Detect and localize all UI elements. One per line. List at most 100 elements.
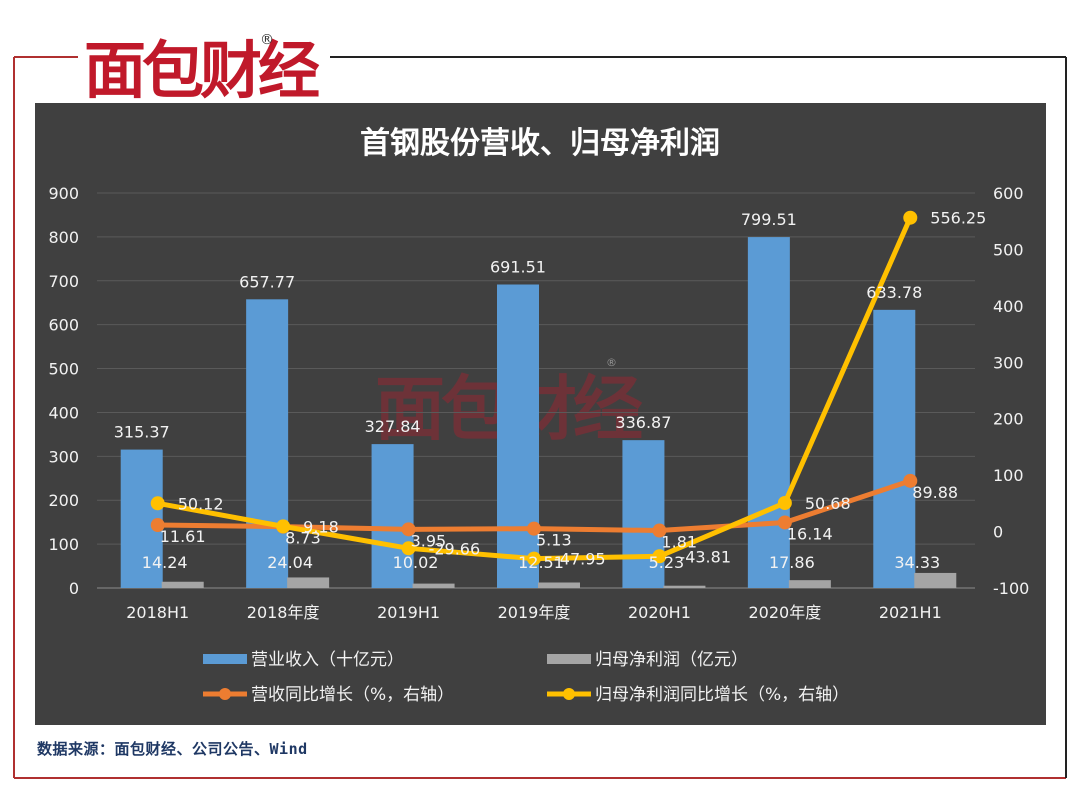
revenue-growth-label: 1.81 [661,533,697,552]
revenue-bar [497,284,539,588]
profit-growth-label: 50.68 [805,494,851,513]
profit-bar [538,582,580,588]
profit-growth-point [527,551,541,566]
revenue-growth-label: 11.61 [160,527,206,546]
revenue-bar [747,237,790,588]
profit-bar-label: 17.86 [769,553,815,572]
chart-title: 首钢股份营收、归母净利润 [360,126,720,161]
category-label: 2020H1 [628,603,691,622]
legend-swatch [547,654,591,664]
legend-label: 营业收入（十亿元） [251,650,404,670]
legend-label: 营收同比增长（%，右轴） [251,685,454,705]
registered-mark: ® [260,32,274,48]
chart-panel: 首钢股份营收、归母净利润 面包财经 ® 01002003004005006007… [35,103,1046,725]
legend-marker [563,688,575,700]
category-label: 2018H1 [126,603,189,622]
brand-logo-text: 面包财经 [84,34,320,102]
revenue-bar-label: 315.37 [114,423,170,442]
legend-marker [219,688,231,700]
profit-bar [663,585,706,588]
category-labels: 2018H1 2018年度 2019H1 2019年度 2020H1 2020年度 2021… [126,603,942,622]
profit-growth-label: -29.66 [429,539,481,558]
category-label: 2019年度 [498,603,571,622]
profit-growth-point [652,549,667,564]
left-axis-tick-label: 200 [48,491,79,510]
lines [150,210,918,566]
watermark-registered-mark: ® [606,356,617,369]
profit-bar [161,581,204,588]
profit-bar-label: 14.24 [142,553,188,572]
profit-growth-label: 556.25 [930,209,986,228]
left-axis-tick-label: 0 [69,579,79,598]
revenue-bar-label: 336.87 [615,413,671,432]
right-axis-tick-label: 200 [993,410,1024,429]
revenue-growth-point [150,518,165,533]
right-axis-tick-label: 100 [993,466,1024,485]
revenue-growth-point [401,522,416,537]
revenue-bar-label: 327.84 [365,417,421,436]
profit-growth-point [150,496,165,511]
revenue-bar-label: 657.77 [239,272,295,291]
left-axis-tick-label: 300 [48,447,79,466]
profit-bar [287,577,330,588]
profit-growth-point [777,495,792,510]
category-label: 2018年度 [247,603,320,622]
right-axis-tick-label: 500 [993,240,1024,259]
profit-growth-point [276,519,291,534]
profit-bar [914,572,957,588]
combo-chart: 首钢股份营收、归母净利润 面包财经 ® 01002003004005006007… [48,126,1029,705]
left-axis-tick-label: 800 [48,228,79,247]
profit-growth-label: -43.81 [679,547,731,566]
data-labels: 315.37 657.77 327.84 691.51 336.87 799.51 633.… [114,209,987,572]
profit-bar-label: 24.04 [267,553,313,572]
left-axis-tick-label: 600 [48,316,79,335]
right-axis-tick-label: 600 [993,184,1024,203]
revenue-bar [873,309,916,588]
profit-growth-label: 50.12 [178,494,224,513]
right-axis-tick-label: 400 [993,297,1024,316]
right-axis-tick-label: 0 [993,523,1003,542]
revenue-bar-label: 691.51 [490,258,546,277]
revenue-growth-point [652,523,667,538]
revenue-growth-label: 5.13 [536,531,572,550]
right-axis-tick-label: -100 [993,579,1029,598]
revenue-growth-label: 89.88 [912,483,958,502]
category-label: 2019H1 [377,603,440,622]
category-label: 2020年度 [748,603,821,622]
revenue-growth-label: 3.95 [411,531,447,550]
right-axis-tick-label: 300 [993,353,1024,372]
left-axis-tick-label: 500 [48,360,79,379]
category-label: 2021H1 [879,603,942,622]
right-axis-ticks: -100 0 100 200 300 400 500 600 [993,184,1029,598]
brand-logo: 面包财经 ® [78,18,330,107]
left-axis-tick-label: 400 [48,403,79,422]
legend: 营业收入（十亿元） 归母净利润（亿元） 营收同比增长（%，右轴） 归母净利润同比增长（… [203,650,849,705]
profit-bar-label: 5.23 [649,553,685,572]
profit-growth-point [903,210,918,225]
profit-bar [412,583,455,588]
revenue-bar-label: 633.78 [866,283,922,302]
profit-bar-label: 10.02 [393,553,439,572]
profit-bar-label: 34.33 [894,553,940,572]
profit-growth-point [401,541,416,556]
revenue-bar [622,440,665,588]
revenue-growth-point [903,473,918,488]
profit-growth-label: 9.18 [303,517,339,536]
revenue-growth-point [777,515,792,530]
profit-growth-label: -47.95 [554,550,606,569]
legend-swatch [203,654,247,664]
profit-bar-label: 12.51 [518,553,564,572]
left-axis-tick-label: 900 [48,184,79,203]
left-axis-tick-label: 700 [48,272,79,291]
bars [120,237,957,588]
revenue-growth-point [527,521,541,536]
source-note: 数据来源：面包财经、公司公告、Wind [37,740,308,758]
revenue-bar [371,444,414,588]
revenue-growth-label: 16.14 [787,524,833,543]
revenue-bar-label: 799.51 [741,210,797,229]
revenue-growth-label: 8.73 [285,529,321,548]
legend-label: 归母净利润（亿元） [595,650,748,670]
profit-bar [788,580,831,588]
legend-label: 归母净利润同比增长（%，右轴） [595,685,849,705]
